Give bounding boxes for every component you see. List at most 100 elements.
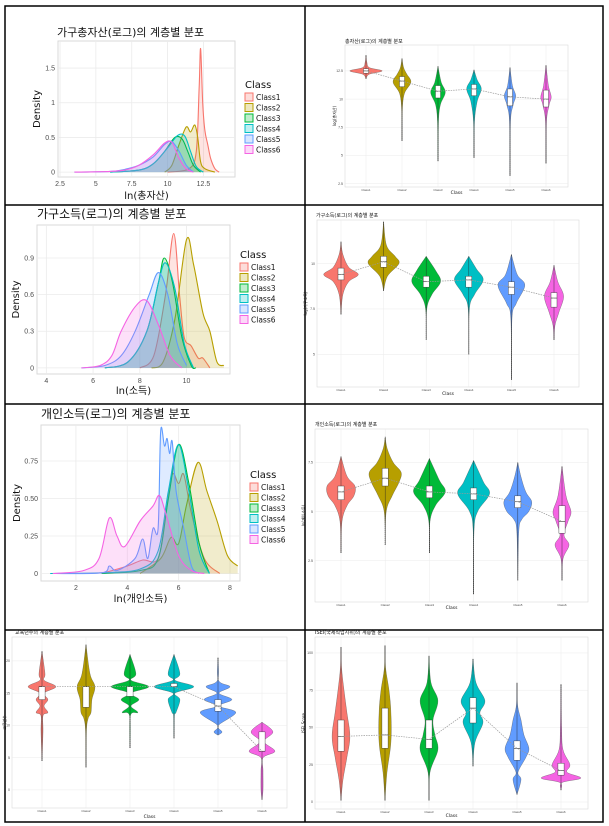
x-axis-label: ln(개인소득) bbox=[114, 593, 168, 605]
plot-panel bbox=[344, 44, 569, 188]
violin-class1 bbox=[331, 646, 351, 801]
violin-class6 bbox=[544, 265, 564, 340]
plot-panel bbox=[40, 424, 241, 582]
y-tick-label: 1.5 bbox=[45, 66, 55, 73]
plot-panel bbox=[316, 219, 580, 388]
density-area-class1 bbox=[167, 48, 220, 173]
x-tick-label: Class3 bbox=[125, 809, 135, 813]
chart-title: 가구총자산(로그)의 계층별 분포 bbox=[57, 26, 204, 39]
median-trend-line bbox=[42, 686, 263, 752]
legend-key-class4 bbox=[244, 124, 254, 133]
violin-class3 bbox=[411, 256, 441, 340]
y-tick-label: 75 bbox=[309, 688, 313, 692]
y-tick-label: 5 bbox=[313, 353, 315, 357]
box bbox=[337, 719, 345, 752]
x-axis-label: Class bbox=[144, 814, 156, 820]
y-tick-label: 0.50 bbox=[24, 496, 38, 503]
violin-class5 bbox=[504, 67, 516, 176]
density-line-class2 bbox=[151, 237, 225, 369]
density-line-class4 bbox=[110, 133, 204, 173]
y-tick-label: 2.5 bbox=[338, 182, 343, 186]
box bbox=[435, 85, 441, 99]
x-axis-label: ln(총자산) bbox=[124, 190, 169, 202]
y-tick-label: 25 bbox=[309, 763, 313, 767]
legend-label: Class6 bbox=[251, 316, 276, 325]
x-tick-label: 10 bbox=[183, 378, 191, 385]
chart-title: 가구소득(로그)의 계층별 분포 bbox=[316, 212, 379, 219]
legend-label: Class5 bbox=[261, 525, 286, 534]
box bbox=[258, 731, 266, 752]
violin-class5 bbox=[503, 462, 532, 581]
x-tick-label: Class2 bbox=[397, 188, 407, 192]
x-axis-label: Class bbox=[446, 813, 458, 819]
y-tick-label: 0.75 bbox=[24, 458, 38, 465]
legend-key-class1 bbox=[244, 92, 254, 102]
legend-key-class2 bbox=[239, 273, 249, 282]
density-area-class6 bbox=[52, 495, 205, 574]
legend-title: Class bbox=[250, 470, 276, 481]
legend-label: Class3 bbox=[251, 284, 276, 293]
plot-panel bbox=[314, 428, 589, 603]
chart-8: 0 25 50 75 100 ISEI Score Class ISEI(국제직업지위)의 계… bbox=[301, 629, 589, 819]
x-tick-label: Class2 bbox=[379, 388, 389, 392]
x-tick-label: Class6 bbox=[257, 809, 267, 813]
x-tick-label: Class1 bbox=[336, 603, 346, 607]
density-line-class5 bbox=[52, 426, 200, 575]
violin-class2 bbox=[367, 221, 400, 291]
density-area-class2 bbox=[140, 462, 238, 574]
violin-class4 bbox=[460, 658, 486, 767]
violin-class1 bbox=[27, 651, 57, 761]
violin-class2 bbox=[368, 436, 402, 546]
x-tick-label: 8 bbox=[138, 378, 142, 385]
x-tick-label: Class5 bbox=[507, 388, 517, 392]
density-area-class6 bbox=[81, 299, 182, 368]
median-trend-line bbox=[340, 477, 563, 522]
chart-title: 교육년수의 계층별 분포 bbox=[15, 629, 65, 636]
violin-class4 bbox=[457, 460, 490, 595]
violin-class4 bbox=[154, 653, 194, 739]
legend-label: Class6 bbox=[256, 146, 281, 155]
x-tick-label: 6 bbox=[177, 585, 181, 592]
box bbox=[38, 686, 46, 700]
box bbox=[170, 683, 178, 687]
y-tick-label: 5 bbox=[8, 756, 10, 760]
density-area-class6 bbox=[74, 140, 194, 173]
y-axis-label: log(가구소득) bbox=[302, 291, 308, 315]
x-tick-label: 2 bbox=[74, 585, 78, 592]
legend-label: Class1 bbox=[256, 93, 281, 102]
legend-label: Class2 bbox=[251, 274, 276, 283]
y-tick-label: 15 bbox=[6, 691, 10, 695]
x-tick-label: Class3 bbox=[433, 188, 443, 192]
x-tick-label: Class3 bbox=[424, 810, 434, 814]
x-tick-label: 12.5 bbox=[197, 181, 211, 188]
legend-label: Class4 bbox=[251, 295, 276, 304]
violin-class5 bbox=[200, 657, 236, 736]
y-axis-label: ln(개인소득) bbox=[300, 504, 306, 526]
y-tick-label: 0.25 bbox=[24, 533, 38, 540]
legend-label: Class6 bbox=[261, 536, 286, 545]
y-tick-label: 0 bbox=[51, 170, 55, 177]
density-line-class5 bbox=[81, 272, 188, 369]
y-tick-label: 10 bbox=[339, 97, 343, 101]
y-tick-label: 50 bbox=[309, 726, 313, 730]
legend-key-class5 bbox=[249, 524, 259, 534]
y-tick-label: 7.5 bbox=[310, 307, 315, 311]
chart-title: 가구소득(로그)의 계층별 분포 bbox=[37, 207, 186, 221]
legend-key-class4 bbox=[239, 294, 249, 303]
legend-key-class6 bbox=[249, 535, 259, 544]
density-area-class5 bbox=[74, 141, 194, 173]
y-tick-label: 2.5 bbox=[308, 559, 313, 563]
box bbox=[550, 292, 558, 308]
chart-1: 0 0.5 1 1.5 Density ln(총자산) 가구총자산(로그)의 계층별 분포 2… bbox=[32, 26, 281, 202]
box bbox=[465, 276, 472, 288]
legend-label: Class2 bbox=[261, 494, 286, 503]
x-axis-label: Class bbox=[446, 605, 458, 611]
box bbox=[381, 707, 389, 749]
x-tick-label: Class2 bbox=[381, 603, 391, 607]
box bbox=[508, 281, 515, 295]
chart-title: ISEI(국제직업지위)의 계층별 분포 bbox=[315, 629, 387, 636]
x-tick-label: Class3 bbox=[422, 388, 432, 392]
violin-class3 bbox=[419, 655, 439, 801]
violin-class1 bbox=[323, 241, 359, 315]
